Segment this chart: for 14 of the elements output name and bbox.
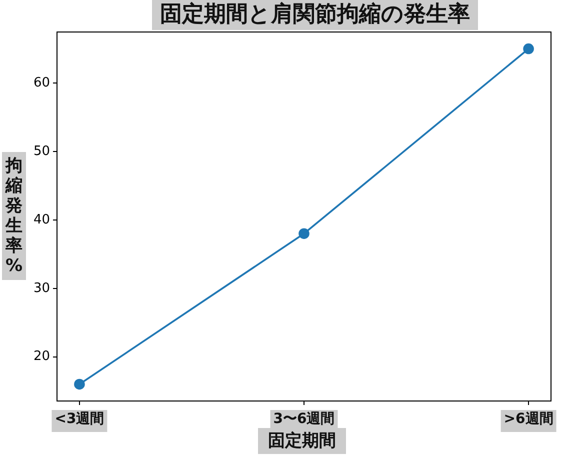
point bbox=[74, 378, 85, 390]
y-tick-label: 50 bbox=[33, 144, 50, 159]
x-tick-label: 3〜6週間 bbox=[273, 411, 335, 428]
point bbox=[523, 43, 534, 54]
y-tick-label: 30 bbox=[33, 280, 50, 296]
y-tick-label: 60 bbox=[33, 75, 50, 90]
x-tick-label: >6週間 bbox=[504, 411, 554, 428]
point bbox=[298, 228, 310, 240]
chart-title: 固定期間と肩関節拘縮の発生率 bbox=[152, 0, 478, 30]
x-tick-label: <3週間 bbox=[54, 411, 104, 428]
y-tick-label: 40 bbox=[33, 212, 50, 228]
y-axis-title: 拘縮発生率% bbox=[4, 156, 24, 276]
y-tick-label: 20 bbox=[33, 349, 50, 364]
x-axis-title: 固定期間 bbox=[258, 428, 346, 454]
